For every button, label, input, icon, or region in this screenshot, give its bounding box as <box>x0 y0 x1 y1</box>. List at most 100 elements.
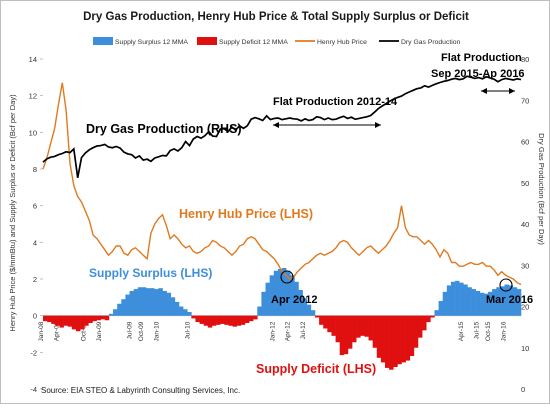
deficit-bar <box>59 315 64 328</box>
deficit-bar <box>96 315 101 321</box>
x-tick-label: Jan-10 <box>154 321 161 341</box>
deficit-bar <box>360 315 365 336</box>
surplus-bar <box>455 280 460 316</box>
deficit-bar <box>401 315 406 363</box>
x-axis: Jan-08 Apr-08 Oct-08 Jan-09 Jul-09 Oct-09 Jan-… <box>38 315 521 342</box>
x-tick-label: Jan-12 <box>269 321 276 341</box>
surplus-bar <box>108 313 114 316</box>
annotation-text: Apr 2012 <box>271 294 317 306</box>
left-tick-label: 0 <box>33 312 37 321</box>
right-tick-label: 30 <box>521 261 529 270</box>
annotation-text: Sep 2015-Ap 2016 <box>431 68 525 80</box>
deficit-bar <box>47 315 52 323</box>
surplus-bar <box>158 288 163 316</box>
x-tick-label: Oct-15 <box>485 321 492 341</box>
deficit-bar <box>335 315 340 343</box>
deficit-bar <box>319 315 324 325</box>
surplus-bar <box>434 310 439 316</box>
surplus-bar <box>137 287 143 316</box>
surplus-bar <box>504 284 509 316</box>
right-axis: 0 10 20 30 40 50 60 70 80 <box>521 55 529 394</box>
surplus-bar <box>294 281 299 316</box>
deficit-bar <box>88 315 93 323</box>
arrow-head-left <box>273 122 279 128</box>
x-tick-label: Jan-16 <box>501 321 508 341</box>
surplus-bar <box>129 290 134 316</box>
legend-swatch <box>197 37 217 45</box>
deficit-bar <box>347 315 353 349</box>
surplus-bar <box>261 291 266 316</box>
deficit-bar <box>55 315 60 326</box>
left-tick-label: -2 <box>30 348 37 357</box>
arrow-head-right <box>509 88 515 94</box>
surplus-bar <box>475 290 481 316</box>
surplus-bar <box>512 287 518 316</box>
annotation-text: Mar 2016 <box>486 294 533 306</box>
deficit-bar <box>327 315 332 333</box>
apr-2012-marker-circle <box>280 270 294 284</box>
surplus-bar <box>438 301 444 316</box>
surplus-bar <box>298 290 303 316</box>
deficit-bar <box>67 315 73 327</box>
deficit-bar <box>191 315 196 319</box>
deficit-bar <box>331 315 336 336</box>
surplus-bar <box>162 290 167 316</box>
henry-hub-price-line <box>42 82 522 286</box>
legend-swatch <box>93 37 113 45</box>
left-tick-label: 8 <box>33 165 37 174</box>
source-note: Source: EIA STEO & Labyrinth Consulting … <box>41 386 240 395</box>
annotations: Dry Gas Production (RHS) Flat Production … <box>86 52 533 376</box>
deficit-bar <box>220 315 225 324</box>
deficit-bar <box>253 315 258 320</box>
deficit-bar <box>75 315 81 332</box>
surplus-bar <box>483 293 489 316</box>
surplus-bar <box>174 301 180 316</box>
deficit-bar <box>92 315 97 322</box>
legend: Supply Surplus 12 MMA Supply Deficit 12 M… <box>93 37 461 46</box>
left-tick-label: 10 <box>29 128 37 137</box>
surplus-deficit-bars <box>43 268 522 370</box>
x-tick-label: Oct-08 <box>80 321 87 341</box>
deficit-bar <box>409 315 415 356</box>
deficit-bar <box>413 315 419 348</box>
deficit-bar <box>356 315 361 338</box>
surplus-bar <box>508 285 514 316</box>
arrow-head-left <box>481 88 487 94</box>
deficit-bar <box>372 315 378 348</box>
surplus-bar <box>265 282 270 316</box>
left-tick-label: 6 <box>33 202 37 211</box>
surplus-bar <box>496 287 501 316</box>
deficit-bar <box>104 315 110 321</box>
deficit-bar <box>397 315 402 365</box>
deficit-bar <box>207 315 213 328</box>
deficit-bar <box>389 315 394 370</box>
surplus-bar <box>277 268 283 316</box>
y-axis-right-label: Dry Gas Production (Bcf per Day) <box>537 133 546 245</box>
surplus-bar <box>500 286 505 316</box>
deficit-bar <box>236 315 242 326</box>
deficit-bar <box>199 315 205 324</box>
x-tick-label: Jan-08 <box>38 321 45 341</box>
surplus-bar <box>479 292 485 316</box>
left-tick-label: 12 <box>29 92 37 101</box>
deficit-bar <box>232 315 237 327</box>
line-series <box>42 75 522 286</box>
x-tick-label: Jan-09 <box>96 321 103 341</box>
deficit-bar <box>203 315 209 326</box>
deficit-bar <box>211 315 217 326</box>
surplus-bar <box>166 292 172 316</box>
deficit-bar <box>80 315 85 330</box>
x-tick-label: Jul-09 <box>127 321 134 339</box>
deficit-bar <box>422 315 427 331</box>
chart-title: Dry Gas Production, Henry Hub Price & To… <box>83 11 469 23</box>
deficit-bar <box>376 315 382 358</box>
right-tick-label: 70 <box>521 96 529 105</box>
surplus-bar <box>133 289 139 316</box>
arrow-head-right <box>375 122 381 128</box>
surplus-bar <box>178 306 184 316</box>
x-tick-label: Apr-15 <box>458 321 465 341</box>
left-axis: -4 -2 0 2 4 6 8 10 12 14 <box>29 55 43 394</box>
right-tick-label: 40 <box>521 220 529 229</box>
